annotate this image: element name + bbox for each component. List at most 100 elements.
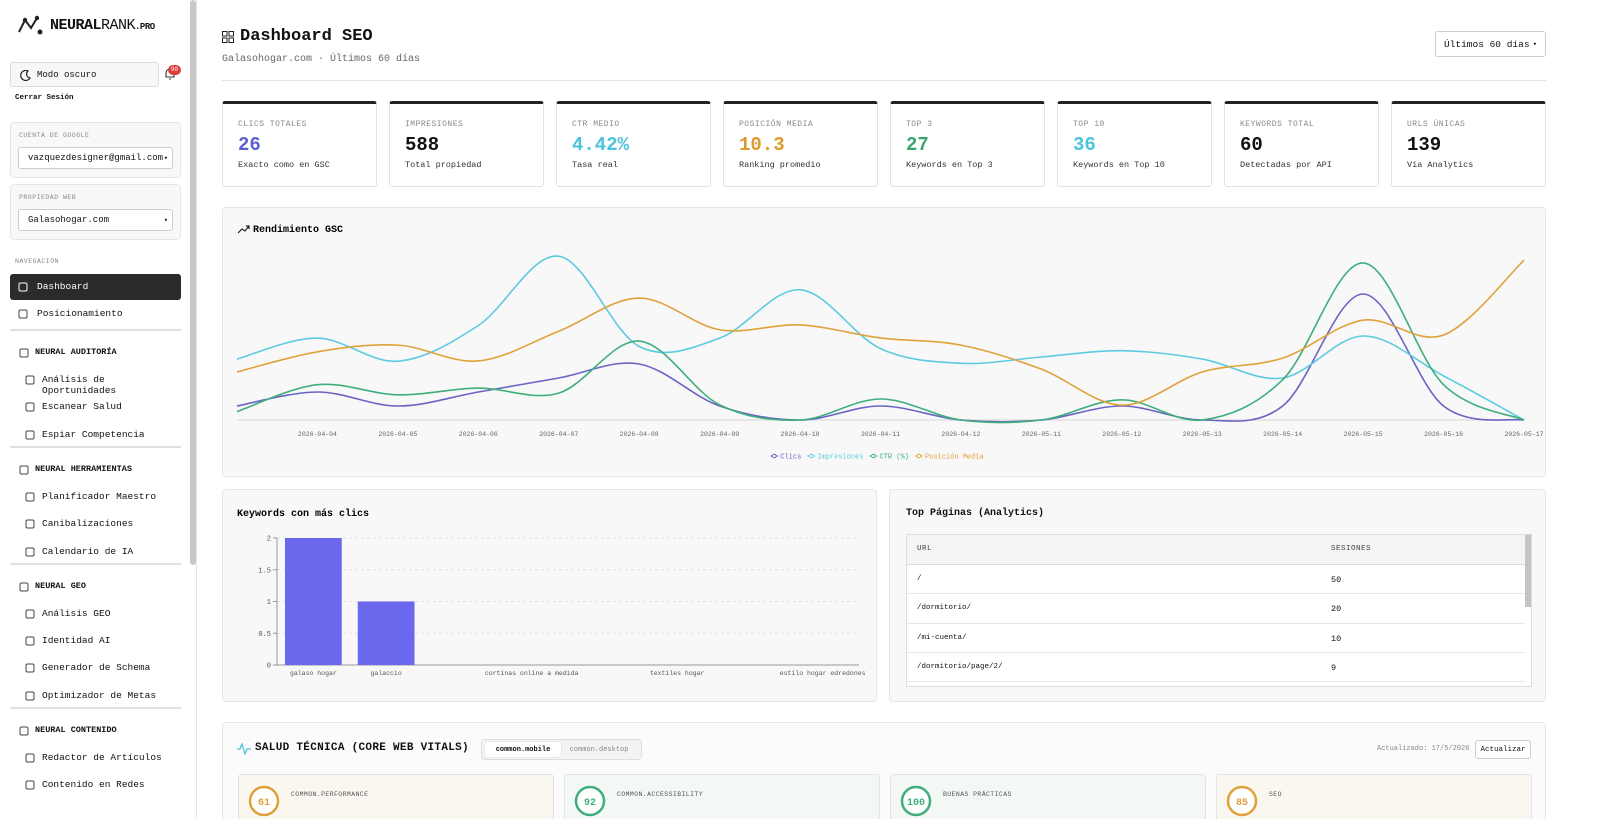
kpi-label: URLS ÚNICAS bbox=[1407, 120, 1466, 129]
page-header: Dashboard SEO bbox=[222, 27, 373, 46]
score-label: SEO bbox=[1269, 791, 1282, 798]
nav-icon bbox=[25, 753, 35, 763]
table-cell: /dormitorio/page/2/ bbox=[917, 662, 1003, 671]
nav-icon bbox=[25, 691, 35, 701]
kpi-note: Exacto como en GSC bbox=[238, 160, 330, 170]
nav-icon bbox=[25, 375, 35, 385]
nav-group: NEURAL AUDITORÍA bbox=[10, 342, 181, 364]
nav-item[interactable]: Planificador Maestro bbox=[10, 486, 181, 508]
nav-group-title: NEURAL HERRAMIENTAS bbox=[35, 463, 132, 474]
icon-shape bbox=[19, 348, 29, 358]
nav-label: Redactor de Artículos bbox=[42, 752, 162, 763]
nav-label: Escanear Salud bbox=[42, 401, 122, 413]
nav-item[interactable]: Análisis GEO bbox=[10, 603, 181, 625]
range-select[interactable]: Últimos 60 días ▾ bbox=[1435, 31, 1546, 57]
score-value: 92 bbox=[584, 798, 596, 809]
nav-item[interactable]: Contenido en Redes bbox=[10, 774, 181, 796]
kpi-label: CTR MEDIO bbox=[572, 120, 620, 129]
refresh-button[interactable]: Actualizar bbox=[1475, 740, 1531, 759]
property-label: PROPIEDAD WEB bbox=[19, 194, 77, 201]
score-value: 85 bbox=[1236, 798, 1248, 809]
icon-shape bbox=[25, 547, 35, 556]
nav-label: Análisis GEO bbox=[42, 607, 111, 619]
icon-shape bbox=[25, 492, 35, 502]
kpi-value: 4.42% bbox=[572, 134, 630, 156]
device-tab[interactable]: common.desktop bbox=[569, 745, 629, 754]
device-tab[interactable]: common.mobile bbox=[485, 742, 561, 757]
column-header: URL bbox=[917, 545, 933, 553]
table-cell: /dormitorio/ bbox=[917, 604, 972, 613]
nav-label: Generador de Schema bbox=[42, 662, 151, 674]
kpi-value: 588 bbox=[405, 134, 440, 156]
nav-item[interactable]: Calendario de IA bbox=[10, 541, 181, 563]
table-row: /dormitorio/page/2/9 bbox=[907, 653, 1525, 683]
icon-shape bbox=[19, 465, 29, 475]
device-tabs: common.mobile common.desktop bbox=[481, 739, 642, 760]
nav-label: Identidad AI bbox=[42, 635, 111, 647]
table-row: / 50 bbox=[907, 565, 1525, 595]
icon-shape bbox=[25, 691, 35, 701]
kpi-card: CLICS TOTALES 26 Exacto como en GSC bbox=[222, 101, 377, 187]
nav-divider bbox=[10, 445, 181, 448]
gauge-ring bbox=[574, 785, 606, 817]
pulse-icon bbox=[237, 743, 251, 755]
scrollbar[interactable] bbox=[190, 0, 196, 565]
nav-item[interactable]: Optimizador de Metas bbox=[10, 685, 181, 707]
nav-item[interactable]: Canibalizaciones bbox=[10, 513, 181, 535]
kpi-note: Total propiedad bbox=[405, 160, 482, 170]
nav-item[interactable]: Dashboard bbox=[10, 274, 181, 300]
nav-item[interactable]: Redactor de Artículos bbox=[10, 747, 181, 769]
kpi-card: TOP 10 36 Keywords en Top 10 bbox=[1057, 101, 1212, 187]
kpi-label: IMPRESIONES bbox=[405, 120, 464, 129]
table-cell: /mi-cuenta/ bbox=[917, 633, 967, 642]
nav-divider bbox=[10, 707, 181, 709]
nav-icon bbox=[18, 309, 28, 319]
dark-mode-button[interactable]: Modo oscuro bbox=[10, 62, 159, 87]
property-select[interactable]: Galasohogar.com ▾ bbox=[18, 209, 173, 231]
kpi-label: TOP 3 bbox=[906, 120, 933, 129]
kpi-value: 26 bbox=[238, 134, 261, 156]
nav-icon bbox=[25, 430, 35, 440]
kpi-value: 27 bbox=[906, 134, 929, 156]
nav-item[interactable]: Espiar Competencia bbox=[10, 424, 181, 446]
kpi-label: KEYWORDS TOTAL bbox=[1240, 120, 1315, 129]
column-header: SESIONES bbox=[1331, 545, 1372, 553]
icon-shape bbox=[25, 663, 35, 673]
moon-icon bbox=[20, 70, 31, 81]
nav-item[interactable]: Posicionamiento bbox=[10, 301, 181, 327]
nav-item[interactable]: Escanear Salud bbox=[10, 396, 181, 418]
brand[interactable]: NEURALRANK.PRO bbox=[16, 14, 155, 36]
kpi-value: 139 bbox=[1407, 134, 1442, 156]
score-gauge: 61 bbox=[248, 785, 280, 817]
table-cell: 20 bbox=[1331, 604, 1342, 615]
kpi-note: Detectadas por API bbox=[1240, 160, 1332, 170]
table-cell: 10 bbox=[1331, 633, 1342, 644]
keywords-card bbox=[222, 489, 877, 702]
nav-icon bbox=[25, 609, 35, 619]
nav-icon bbox=[19, 582, 29, 592]
top-pages-table: URL SESIONES / 50/dormitorio/20/mi-cuenta/1… bbox=[906, 534, 1532, 687]
kpi-value: 10.3 bbox=[739, 134, 785, 156]
property-value: Galasohogar.com bbox=[28, 215, 110, 225]
page-subtitle: Galasohogar.com · Últimos 60 días bbox=[222, 54, 421, 65]
score-label: COMMON.PERFORMANCE bbox=[291, 791, 369, 798]
logout-link[interactable]: Cerrar Sesión bbox=[15, 94, 74, 102]
property-box: PROPIEDAD WEB Galasohogar.com ▾ bbox=[10, 184, 181, 240]
nav-item[interactable]: Generador de Schema bbox=[10, 657, 181, 679]
nav-item[interactable]: Análisis de Oportunidades bbox=[10, 369, 181, 396]
google-account-select[interactable]: vazquezdesigner@gmail.com ▾ bbox=[18, 147, 173, 169]
dashboard-icon bbox=[222, 30, 234, 43]
icon-shape bbox=[25, 780, 35, 790]
sidebar: NEURALRANK.PRO Modo oscuro 90 Cerrar Ses… bbox=[0, 0, 197, 819]
kpi-note: Keywords en Top 10 bbox=[1073, 160, 1165, 170]
kpi-note: Keywords en Top 3 bbox=[906, 160, 993, 170]
nav-item[interactable]: Identidad AI bbox=[10, 630, 181, 652]
nav-section-label: NAVEGACIÓN bbox=[15, 258, 60, 265]
nav-icon bbox=[25, 663, 35, 673]
score-gauge: 92 bbox=[574, 785, 606, 817]
nav-label: Posicionamiento bbox=[37, 308, 123, 319]
nav-label: Optimizador de Metas bbox=[42, 689, 157, 701]
web-vitals-title: SALUD TÉCNICA (CORE WEB VITALS) bbox=[255, 742, 469, 754]
score-gauge: 100 bbox=[900, 785, 932, 817]
